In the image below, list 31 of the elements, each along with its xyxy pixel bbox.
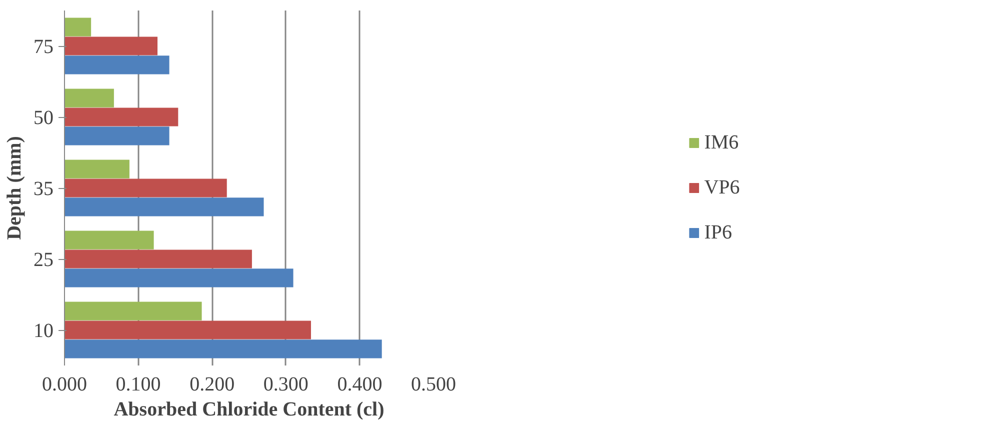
x-tick-label: 0.400 <box>337 374 382 396</box>
y-tick-label: 35 <box>34 178 54 200</box>
bar <box>64 340 382 358</box>
bar <box>64 198 264 216</box>
x-tick-label: 0.300 <box>263 374 308 396</box>
legend-label: IP6 <box>704 221 732 244</box>
bar <box>64 160 130 178</box>
bar <box>64 268 294 288</box>
y-tick-label: 25 <box>34 249 54 271</box>
bar <box>64 320 311 340</box>
bar <box>64 302 202 320</box>
bar <box>64 108 178 126</box>
bar <box>64 56 170 74</box>
bar <box>64 230 154 250</box>
bar <box>64 88 114 108</box>
y-tick-label: 50 <box>34 107 54 129</box>
x-axis-title: Absorbed Chloride Content (cl) <box>114 398 384 420</box>
legend-label: VP6 <box>704 176 740 199</box>
y-axis-title: Depth (mm) <box>4 136 26 240</box>
bar <box>64 178 227 198</box>
x-tick-label: 0.000 <box>42 374 87 396</box>
y-tick-label: 10 <box>34 320 54 342</box>
x-tick-label: 0.100 <box>116 374 161 396</box>
bar <box>64 36 158 56</box>
y-tick-label: 75 <box>34 36 54 58</box>
bar <box>64 126 170 146</box>
legend-label: IM6 <box>704 131 739 154</box>
x-tick-label: 0.500 <box>411 374 456 396</box>
bar <box>64 18 92 36</box>
x-tick-label: 0.200 <box>190 374 235 396</box>
bar <box>64 250 252 268</box>
